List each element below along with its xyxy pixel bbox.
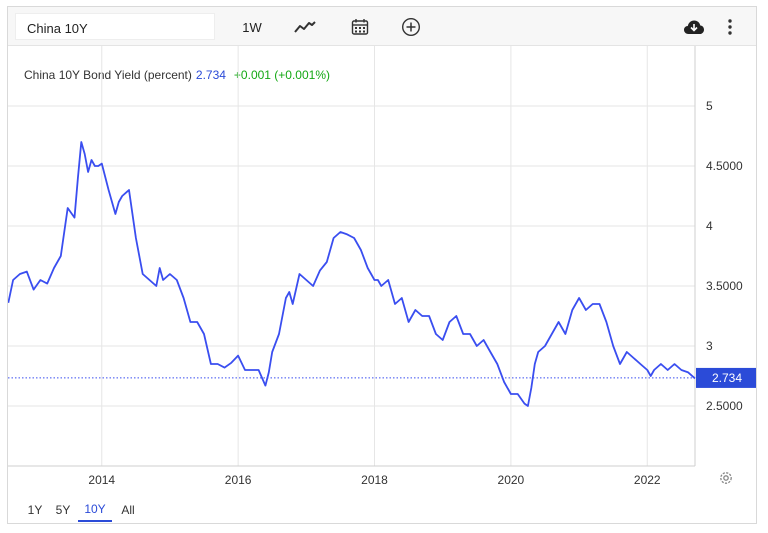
y-tick-label: 4.5000	[706, 159, 743, 173]
y-tick-label: 3	[706, 339, 713, 353]
symbol-search-input[interactable]: China 10Y	[15, 13, 215, 40]
add-circle-icon[interactable]	[397, 15, 425, 39]
series-change: +0.001 (+0.001%)	[233, 68, 330, 82]
range-selector: 1Y 5Y 10Y All	[8, 494, 756, 524]
x-tick-label: 2014	[88, 473, 115, 487]
interval-button[interactable]: 1W	[242, 19, 262, 35]
gear-icon[interactable]	[717, 469, 735, 487]
range-5y-button[interactable]: 5Y	[55, 503, 71, 517]
x-tick-label: 2022	[634, 473, 661, 487]
x-tick-label: 2016	[225, 473, 252, 487]
chart-toolbar: China 10Y 1W	[8, 7, 756, 46]
series-last-value: 2.734	[195, 68, 226, 82]
line-chart-icon[interactable]	[291, 15, 319, 39]
last-value-label: 2.734	[712, 371, 742, 385]
x-tick-label: 2020	[498, 473, 525, 487]
y-tick-label: 3.5000	[706, 279, 743, 293]
y-tick-label: 4	[706, 219, 713, 233]
cloud-download-icon[interactable]	[679, 15, 709, 39]
range-10y-button[interactable]: 10Y	[78, 498, 112, 522]
chart-widget: China 10Y 1W	[7, 6, 757, 524]
line-chart: 5 4.5000 4 3.5000 3 2.5000 2014 2016 2018 2020 202…	[8, 46, 756, 487]
more-vert-icon[interactable]	[720, 15, 740, 39]
series-line	[8, 141, 696, 407]
range-1y-button[interactable]: 1Y	[27, 503, 43, 517]
range-all-button[interactable]: All	[121, 503, 135, 517]
calendar-icon[interactable]	[346, 15, 374, 39]
series-name: China 10Y Bond Yield (percent)	[24, 68, 192, 82]
y-tick-label: 2.5000	[706, 399, 743, 413]
symbol-text: China 10Y	[27, 21, 88, 36]
y-tick-label: 5	[706, 99, 713, 113]
chart-legend: China 10Y Bond Yield (percent) 2.734 +0.00…	[24, 68, 330, 82]
last-value-badge	[696, 367, 756, 388]
x-tick-label: 2018	[361, 473, 388, 487]
